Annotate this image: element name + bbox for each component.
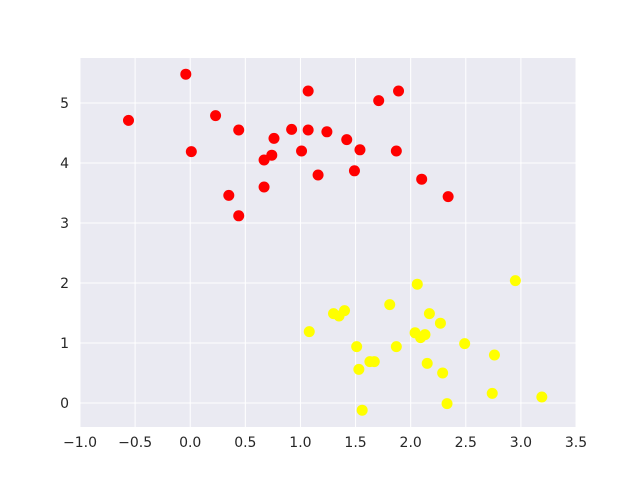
data-point-series-2	[411, 278, 423, 290]
data-point-series-1	[286, 123, 298, 135]
data-point-series-2	[509, 275, 521, 287]
data-point-series-2	[437, 367, 449, 379]
data-point-series-2	[368, 356, 380, 368]
y-tick-label: 3	[60, 216, 69, 232]
data-point-series-2	[351, 341, 363, 353]
data-point-series-1	[302, 85, 314, 97]
x-tick-label: 3.0	[510, 435, 532, 451]
data-point-series-1	[266, 149, 278, 161]
data-point-series-1	[185, 146, 197, 158]
x-tick-label: 0.5	[234, 435, 256, 451]
y-tick-label: 4	[60, 156, 69, 172]
data-point-series-2	[356, 404, 368, 416]
x-tick-label: 3.5	[565, 435, 587, 451]
data-point-series-1	[210, 110, 222, 122]
y-tick-label: 2	[60, 276, 69, 292]
data-point-series-1	[296, 145, 308, 157]
data-point-series-2	[488, 349, 500, 361]
data-point-series-2	[434, 317, 446, 329]
data-point-series-2	[390, 341, 402, 353]
data-point-series-1	[302, 124, 314, 136]
y-tick-label: 5	[60, 96, 69, 112]
data-point-series-2	[421, 357, 433, 369]
data-point-series-1	[258, 181, 270, 193]
data-point-series-2	[486, 387, 498, 399]
grid-lines	[79, 58, 577, 427]
x-tick-label: 1.0	[289, 435, 311, 451]
x-tick-label: −0.5	[118, 435, 152, 451]
data-point-series-2	[419, 329, 431, 341]
data-point-series-1	[393, 85, 405, 97]
data-point-series-1	[373, 95, 385, 107]
data-point-series-1	[442, 191, 454, 203]
data-point-series-2	[441, 398, 453, 410]
data-point-series-1	[233, 124, 245, 136]
data-point-series-1	[268, 132, 280, 144]
x-tick-label: 0.0	[179, 435, 201, 451]
data-point-series-2	[353, 363, 365, 375]
x-tick-label: 2.0	[400, 435, 422, 451]
plot-area	[80, 58, 576, 427]
data-point-series-1	[416, 173, 428, 185]
data-point-series-2	[423, 308, 435, 320]
y-tick-label: 1	[60, 336, 69, 352]
data-point-series-2	[339, 305, 351, 317]
data-point-series-1	[223, 189, 235, 201]
data-point-series-1	[122, 114, 134, 126]
data-point-series-1	[348, 165, 360, 177]
data-point-series-1	[321, 126, 333, 138]
data-point-series-2	[384, 299, 396, 311]
x-tick-label: 2.5	[455, 435, 477, 451]
data-points	[122, 68, 548, 416]
data-point-series-2	[536, 391, 548, 403]
data-point-series-1	[354, 144, 366, 156]
data-point-series-2	[459, 338, 471, 350]
x-tick-label: −1.0	[63, 435, 97, 451]
data-point-series-2	[303, 326, 315, 338]
data-point-series-1	[312, 169, 324, 181]
data-point-series-1	[233, 210, 245, 222]
y-tick-label: 0	[60, 396, 69, 412]
x-axis-ticks: −1.0 −0.5 0.0 0.5 1.0 1.5 2.0 2.5 3.0 3.5	[63, 435, 587, 451]
data-point-series-1	[341, 134, 353, 146]
data-point-series-1	[390, 145, 402, 157]
x-tick-label: 1.5	[344, 435, 366, 451]
y-axis-ticks: 0 1 2 3 4 5	[60, 96, 69, 412]
data-point-series-1	[180, 68, 192, 80]
